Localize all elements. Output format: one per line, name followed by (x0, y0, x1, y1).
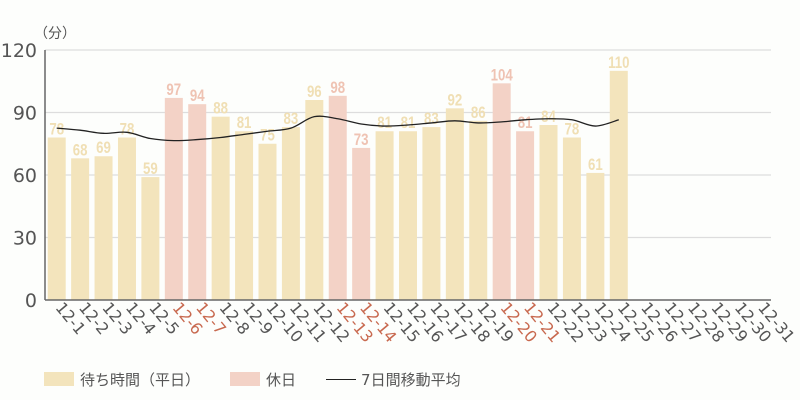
bar (94, 156, 113, 300)
y-tick-label: 90 (13, 103, 37, 125)
bar (281, 127, 300, 300)
holiday-swatch (230, 372, 261, 386)
bar-value-label: 78 (565, 120, 580, 139)
bar-value-label: 61 (588, 155, 603, 174)
bar-value-label: 78 (120, 120, 135, 139)
y-tick-label: 30 (13, 228, 37, 250)
bar (188, 104, 207, 301)
y-tick-label: 120 (1, 40, 37, 62)
bar (422, 127, 441, 300)
bar-value-label: 68 (73, 141, 88, 160)
bar (328, 95, 347, 300)
legend-label-weekday: 待ち時間（平日） (80, 370, 201, 389)
bar (305, 100, 324, 300)
axes (44, 50, 771, 301)
bar (71, 158, 90, 300)
bar-value-label: 81 (401, 114, 416, 133)
legend-item-weekday: 待ち時間（平日） (44, 369, 200, 390)
bar-value-label: 92 (447, 91, 462, 110)
bar-value-label: 83 (284, 110, 299, 129)
bar (469, 120, 488, 300)
y-tick-label: 60 (13, 165, 37, 187)
bar (492, 83, 511, 300)
bar (352, 147, 371, 300)
bar (516, 131, 535, 300)
bar (117, 137, 136, 300)
bar (609, 70, 628, 300)
bar (235, 131, 254, 300)
legend-label-holiday: 休日 (266, 370, 297, 389)
bar-value-label: 83 (424, 110, 439, 129)
y-tick-label: 0 (25, 290, 37, 312)
bar-value-label: 81 (518, 114, 533, 133)
bar-value-label: 94 (190, 87, 205, 106)
bars (47, 70, 628, 301)
x-axis-ticks: 12-112-212-312-412-512-612-712-812-912-1… (52, 298, 799, 346)
bar (399, 131, 417, 300)
bar (211, 116, 230, 301)
bar (586, 172, 605, 300)
bar (445, 108, 464, 300)
bar-value-label: 69 (96, 139, 111, 158)
bar (562, 137, 581, 300)
bar (258, 143, 277, 300)
y-axis-ticks: 0 30 60 90 120 (1, 40, 37, 312)
bar-value-label: 59 (143, 160, 158, 179)
moving-average-line (56, 115, 619, 142)
bar-value-label: 88 (213, 99, 228, 118)
y-axis-unit-label: （分） (34, 26, 76, 42)
bar (539, 125, 558, 300)
bar-value-labels: 78 68 69 78 59 97 94 88 81 75 83 96 98 73 81 81 83 92 86 10… (49, 53, 629, 178)
bar-value-label: 97 (166, 80, 181, 99)
weekday-swatch (44, 372, 74, 386)
bar-value-label: 110 (608, 53, 629, 72)
legend-item-holiday: 休日 (230, 369, 296, 390)
bar-value-label: 104 (491, 66, 514, 85)
bar-value-label: 75 (260, 126, 275, 145)
legend-item-moving-average: 7日間移動平均 (326, 369, 461, 390)
bar (375, 131, 394, 300)
bar (141, 177, 160, 300)
bar-value-label: 98 (330, 78, 345, 97)
legend-label-moving-average: 7日間移動平均 (361, 370, 461, 389)
bar-value-label: 86 (471, 103, 486, 122)
legend: 待ち時間（平日） 休日 7日間移動平均 (44, 368, 491, 390)
bar-value-label: 84 (541, 108, 556, 127)
bar-value-label: 73 (354, 130, 369, 149)
bar (164, 97, 183, 301)
bar (47, 137, 66, 300)
bar-value-label: 81 (377, 114, 392, 133)
bar-value-label: 78 (49, 120, 64, 139)
line-swatch (326, 378, 357, 380)
bar-value-label: 96 (307, 83, 322, 102)
bar-value-label: 81 (237, 114, 252, 133)
